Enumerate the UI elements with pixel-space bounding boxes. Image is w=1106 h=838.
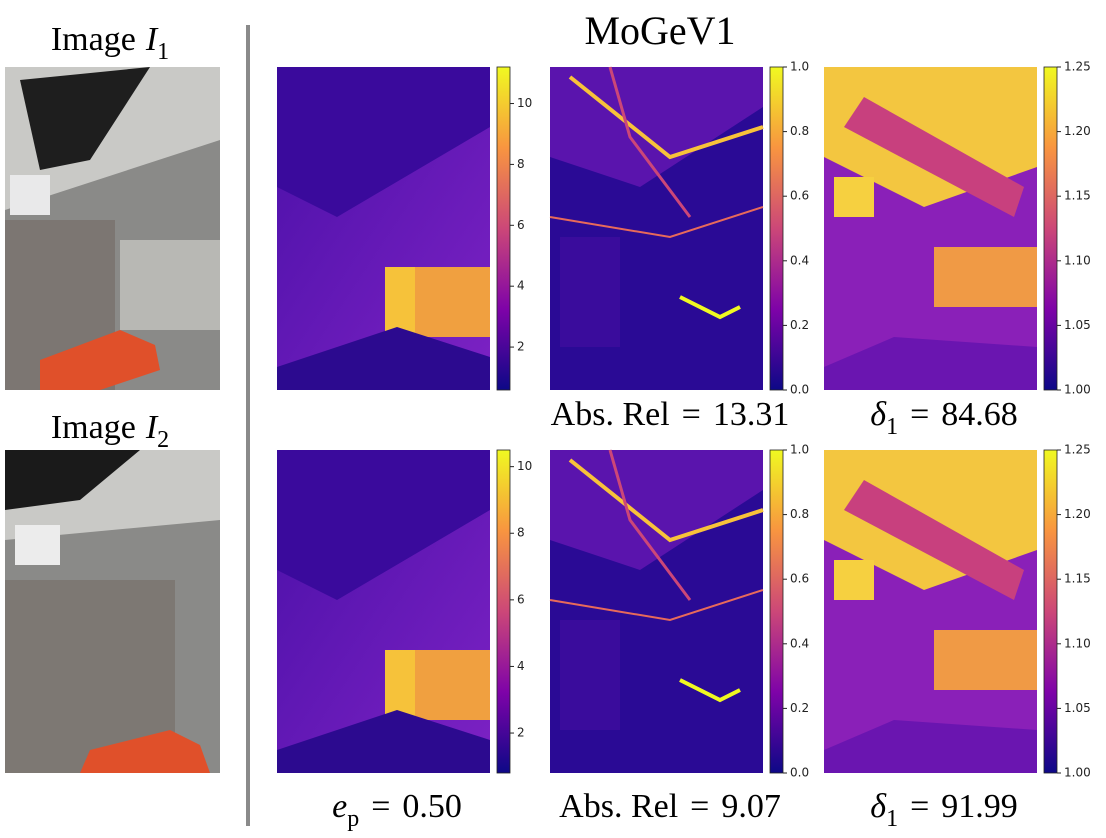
caption-value: 0.50 bbox=[402, 788, 462, 825]
caption-text: Image bbox=[51, 409, 136, 446]
colorbar-tick-label: 6 bbox=[517, 218, 525, 232]
caption-operator: = bbox=[910, 788, 929, 825]
colorbar bbox=[496, 66, 511, 391]
colorbar-tick-label: 1.10 bbox=[1064, 636, 1091, 650]
colorbar-tick-label: 0.6 bbox=[790, 189, 809, 203]
colorbar-tick-label: 1.10 bbox=[1064, 253, 1091, 267]
caption-operator: = bbox=[371, 788, 390, 825]
colorbar-tick-label: 8 bbox=[517, 526, 525, 540]
input-photo bbox=[5, 67, 220, 390]
caption-subscript: 1 bbox=[886, 806, 898, 832]
colorbar bbox=[769, 449, 784, 774]
colorbar bbox=[1043, 449, 1058, 774]
colorbar-tick-label: 1.05 bbox=[1064, 701, 1091, 715]
colorbar-tick-label: 0.0 bbox=[790, 383, 809, 397]
colorbar-tick-label: 4 bbox=[517, 279, 525, 293]
input-label: Image I1 bbox=[51, 21, 169, 65]
heatmap bbox=[824, 67, 1037, 390]
colorbar-tick-label: 1.00 bbox=[1064, 383, 1091, 397]
metric-caption: δ1 = 84.68 bbox=[870, 396, 1018, 440]
caption-value: 91.99 bbox=[941, 788, 1018, 825]
colorbar-tick-label: 0.2 bbox=[790, 701, 809, 715]
colorbar-tick-label: 4 bbox=[517, 659, 525, 673]
colorbar-tick-label: 1.15 bbox=[1064, 189, 1091, 203]
colorbar-tick-label: 1.15 bbox=[1064, 572, 1091, 586]
caption-text: Abs. Rel bbox=[559, 788, 678, 825]
metric-caption: Abs. Rel = 9.07 bbox=[559, 788, 781, 825]
caption-subscript: 2 bbox=[157, 427, 169, 453]
colorbar-tick-label: 6 bbox=[517, 592, 525, 606]
caption-subscript: 1 bbox=[886, 414, 898, 440]
caption-value: 13.31 bbox=[713, 396, 790, 433]
colorbar bbox=[1043, 66, 1058, 391]
colorbar-tick-label: 1.00 bbox=[1064, 766, 1091, 780]
colorbar-tick-label: 0.4 bbox=[790, 253, 809, 267]
metric-caption: Abs. Rel = 13.31 bbox=[551, 396, 790, 433]
caption-symbol: δ bbox=[870, 396, 887, 433]
input-photo bbox=[5, 450, 220, 773]
heatmap bbox=[548, 65, 765, 392]
colorbar-tick-label: 1.05 bbox=[1064, 318, 1091, 332]
colorbar-tick-label: 10 bbox=[517, 96, 532, 110]
caption-symbol: e bbox=[332, 788, 347, 825]
colorbar-tick-label: 1.0 bbox=[790, 443, 809, 457]
colorbar-tick-label: 1.20 bbox=[1064, 507, 1091, 521]
caption-operator: = bbox=[682, 396, 701, 433]
colorbar-tick-label: 0.2 bbox=[790, 318, 809, 332]
colorbar-tick-label: 1.0 bbox=[790, 60, 809, 74]
heatmap bbox=[824, 450, 1037, 773]
caption-text: Abs. Rel bbox=[551, 396, 670, 433]
colorbar-tick-label: 0.8 bbox=[790, 507, 809, 521]
colorbar-tick-label: 2 bbox=[517, 340, 525, 354]
colorbar-tick-label: 1.20 bbox=[1064, 124, 1091, 138]
input-label: Image I2 bbox=[51, 409, 169, 453]
metric-caption: ep = 0.50 bbox=[332, 788, 462, 832]
colorbar-tick-label: 0.6 bbox=[790, 572, 809, 586]
caption-value: 9.07 bbox=[721, 788, 781, 825]
colorbar-tick-label: 8 bbox=[517, 157, 525, 171]
colorbar-tick-label: 1.25 bbox=[1064, 60, 1091, 74]
colorbar-tick-label: 0.4 bbox=[790, 636, 809, 650]
colorbar-tick-label: 0.8 bbox=[790, 124, 809, 138]
method-title: MoGeV1 bbox=[584, 8, 735, 53]
caption-subscript: 1 bbox=[157, 39, 169, 65]
heatmap bbox=[277, 67, 490, 390]
caption-symbol: I bbox=[145, 409, 159, 446]
caption-symbol: δ bbox=[870, 788, 887, 825]
heatmap bbox=[277, 450, 490, 773]
colorbar-tick-label: 2 bbox=[517, 726, 525, 740]
metric-caption: δ1 = 91.99 bbox=[870, 788, 1018, 832]
heatmap bbox=[548, 448, 765, 775]
colorbar bbox=[496, 449, 511, 774]
caption-operator: = bbox=[690, 788, 709, 825]
colorbar-tick-label: 10 bbox=[517, 459, 532, 473]
colorbar bbox=[769, 66, 784, 391]
caption-subscript: p bbox=[347, 806, 359, 832]
caption-value: 84.68 bbox=[941, 396, 1018, 433]
caption-operator: = bbox=[910, 396, 929, 433]
colorbar-tick-label: 1.25 bbox=[1064, 443, 1091, 457]
caption-symbol: I bbox=[145, 21, 159, 58]
caption-text: Image bbox=[51, 21, 136, 58]
colorbar-tick-label: 0.0 bbox=[790, 766, 809, 780]
